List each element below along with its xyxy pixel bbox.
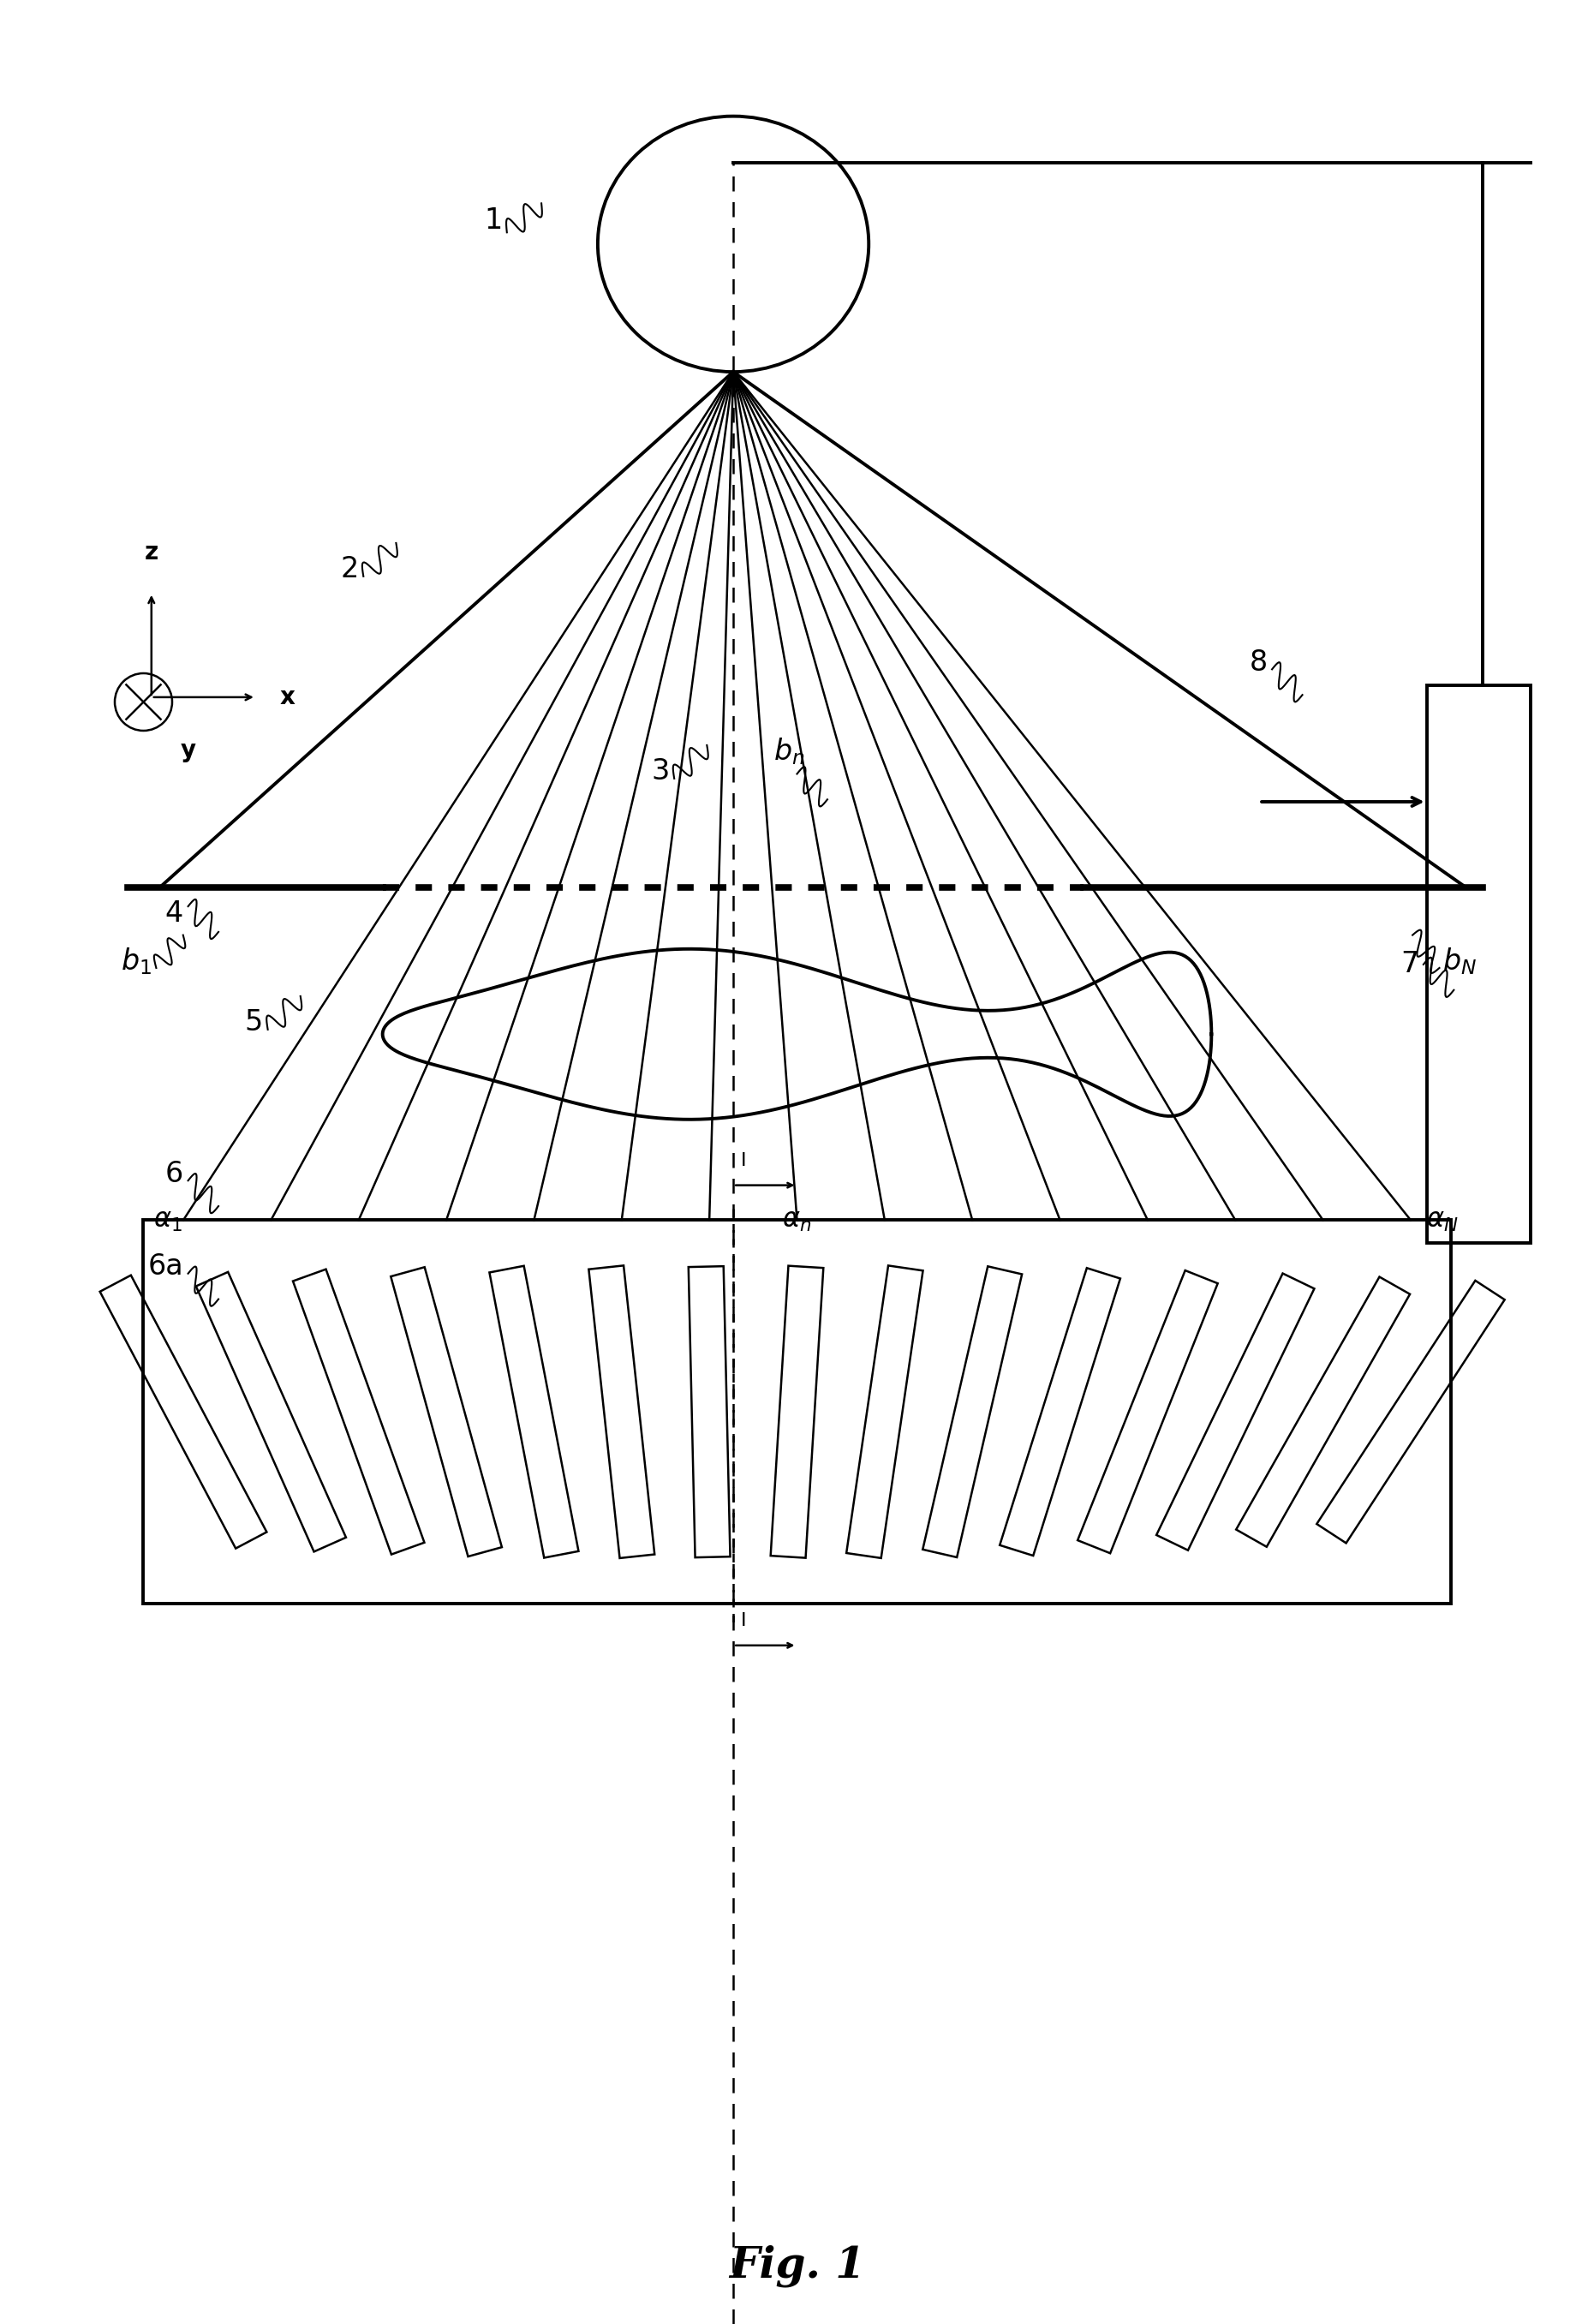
Text: $b_n$: $b_n$: [773, 737, 805, 767]
Text: Fig. 1: Fig. 1: [728, 2245, 866, 2287]
Text: $\alpha_1$: $\alpha_1$: [153, 1208, 182, 1234]
Text: $b_1$: $b_1$: [121, 946, 151, 976]
Text: $\alpha_N$: $\alpha_N$: [1427, 1208, 1459, 1234]
Text: 4: 4: [166, 899, 183, 927]
Text: I: I: [741, 1613, 746, 1629]
Text: $\alpha_n$: $\alpha_n$: [783, 1208, 811, 1234]
Text: $b_N$: $b_N$: [1443, 946, 1478, 976]
Text: 3: 3: [652, 758, 669, 786]
Text: 8: 8: [1250, 648, 1267, 676]
Text: 7: 7: [1401, 951, 1419, 978]
Text: 5: 5: [245, 1009, 263, 1037]
Text: 1: 1: [485, 207, 502, 235]
Text: I: I: [741, 1153, 746, 1169]
Text: y: y: [180, 739, 196, 762]
Text: 2: 2: [341, 555, 359, 583]
Text: 6: 6: [166, 1160, 183, 1188]
Text: 6a: 6a: [148, 1253, 183, 1281]
Text: z: z: [145, 541, 158, 565]
Text: x: x: [281, 686, 295, 709]
